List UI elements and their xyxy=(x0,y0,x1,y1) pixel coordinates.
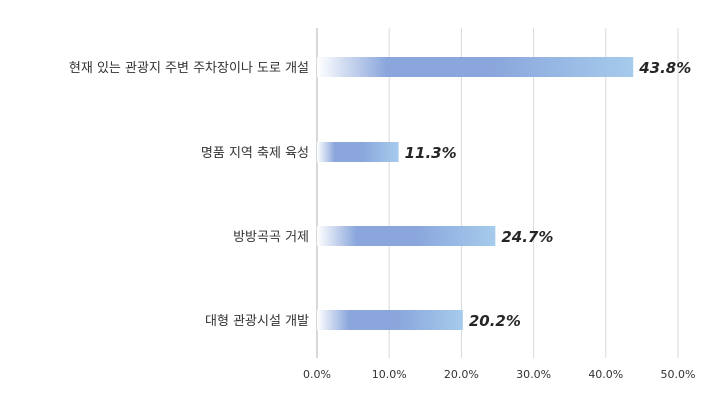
category-label: 대형 관광시설 개발 xyxy=(205,314,309,329)
x-tick-label: 40.0% xyxy=(588,368,623,381)
category-label: 방방곡곡 거제 xyxy=(233,230,309,245)
category-label: 명품 지역 축제 육성 xyxy=(201,146,309,161)
bar xyxy=(317,310,463,330)
category-label: 현재 있는 관광지 주변 주차장이나 도로 개설 xyxy=(69,61,309,76)
x-tick-label: 20.0% xyxy=(444,368,479,381)
value-label: 11.3% xyxy=(405,144,457,162)
bar xyxy=(317,57,634,77)
bar xyxy=(317,226,496,246)
bar xyxy=(317,142,399,162)
value-label: 20.2% xyxy=(469,312,521,330)
x-tick-label: 30.0% xyxy=(516,368,551,381)
value-label: 43.8% xyxy=(638,59,691,77)
x-tick-label: 10.0% xyxy=(372,368,407,381)
value-label: 24.7% xyxy=(501,228,553,246)
x-tick-label: 50.0% xyxy=(661,368,696,381)
x-tick-label: 0.0% xyxy=(303,368,331,381)
